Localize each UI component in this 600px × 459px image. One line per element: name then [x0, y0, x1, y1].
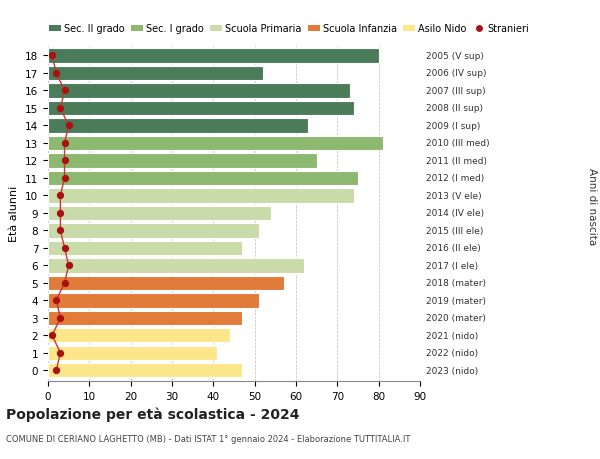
Text: 2008 (II sup): 2008 (II sup)	[426, 104, 483, 113]
Point	[56, 314, 65, 322]
Point	[52, 297, 61, 304]
Bar	[48, 364, 242, 378]
Text: 2023 (nido): 2023 (nido)	[426, 366, 478, 375]
Point	[60, 245, 70, 252]
Text: 2009 (I sup): 2009 (I sup)	[426, 122, 481, 131]
Bar	[48, 311, 242, 325]
Point	[60, 157, 70, 165]
Bar	[48, 189, 354, 203]
Text: 2022 (nido): 2022 (nido)	[426, 348, 478, 358]
Y-axis label: Età alunni: Età alunni	[10, 185, 19, 241]
Point	[60, 88, 70, 95]
Text: 2012 (I med): 2012 (I med)	[426, 174, 484, 183]
Point	[64, 123, 73, 130]
Bar	[48, 119, 308, 133]
Bar	[48, 84, 350, 98]
Bar	[48, 294, 259, 308]
Point	[47, 332, 57, 339]
Text: Anni di nascita: Anni di nascita	[587, 168, 597, 245]
Bar	[48, 154, 317, 168]
Point	[56, 227, 65, 235]
Text: Popolazione per età scolastica - 2024: Popolazione per età scolastica - 2024	[6, 406, 299, 421]
Text: 2020 (mater): 2020 (mater)	[426, 313, 486, 323]
Point	[60, 175, 70, 182]
Text: 2019 (mater): 2019 (mater)	[426, 296, 486, 305]
Bar	[48, 241, 242, 256]
Text: 2010 (III med): 2010 (III med)	[426, 139, 490, 148]
Bar	[48, 49, 379, 63]
Point	[60, 140, 70, 147]
Bar	[48, 329, 230, 343]
Bar	[48, 171, 358, 186]
Bar	[48, 276, 284, 291]
Point	[52, 70, 61, 78]
Point	[47, 53, 57, 60]
Bar	[48, 346, 217, 360]
Text: 2016 (II ele): 2016 (II ele)	[426, 244, 481, 253]
Point	[52, 367, 61, 374]
Point	[64, 262, 73, 269]
Bar	[48, 258, 304, 273]
Bar	[48, 206, 271, 221]
Text: 2018 (mater): 2018 (mater)	[426, 279, 486, 288]
Text: 2021 (nido): 2021 (nido)	[426, 331, 478, 340]
Text: 2015 (III ele): 2015 (III ele)	[426, 226, 484, 235]
Point	[56, 349, 65, 357]
Text: 2007 (III sup): 2007 (III sup)	[426, 87, 485, 96]
Bar	[48, 224, 259, 238]
Bar	[48, 67, 263, 81]
Point	[56, 192, 65, 200]
Bar	[48, 101, 354, 116]
Text: 2005 (V sup): 2005 (V sup)	[426, 52, 484, 61]
Point	[56, 210, 65, 217]
Text: 2017 (I ele): 2017 (I ele)	[426, 261, 478, 270]
Text: 2011 (II med): 2011 (II med)	[426, 157, 487, 166]
Text: 2014 (IV ele): 2014 (IV ele)	[426, 209, 484, 218]
Bar	[48, 136, 383, 151]
Point	[60, 280, 70, 287]
Text: 2006 (IV sup): 2006 (IV sup)	[426, 69, 487, 78]
Legend: Sec. II grado, Sec. I grado, Scuola Primaria, Scuola Infanzia, Asilo Nido, Stran: Sec. II grado, Sec. I grado, Scuola Prim…	[49, 24, 530, 34]
Point	[56, 105, 65, 112]
Text: COMUNE DI CERIANO LAGHETTO (MB) - Dati ISTAT 1° gennaio 2024 - Elaborazione TUTT: COMUNE DI CERIANO LAGHETTO (MB) - Dati I…	[6, 434, 410, 443]
Text: 2013 (V ele): 2013 (V ele)	[426, 191, 482, 201]
